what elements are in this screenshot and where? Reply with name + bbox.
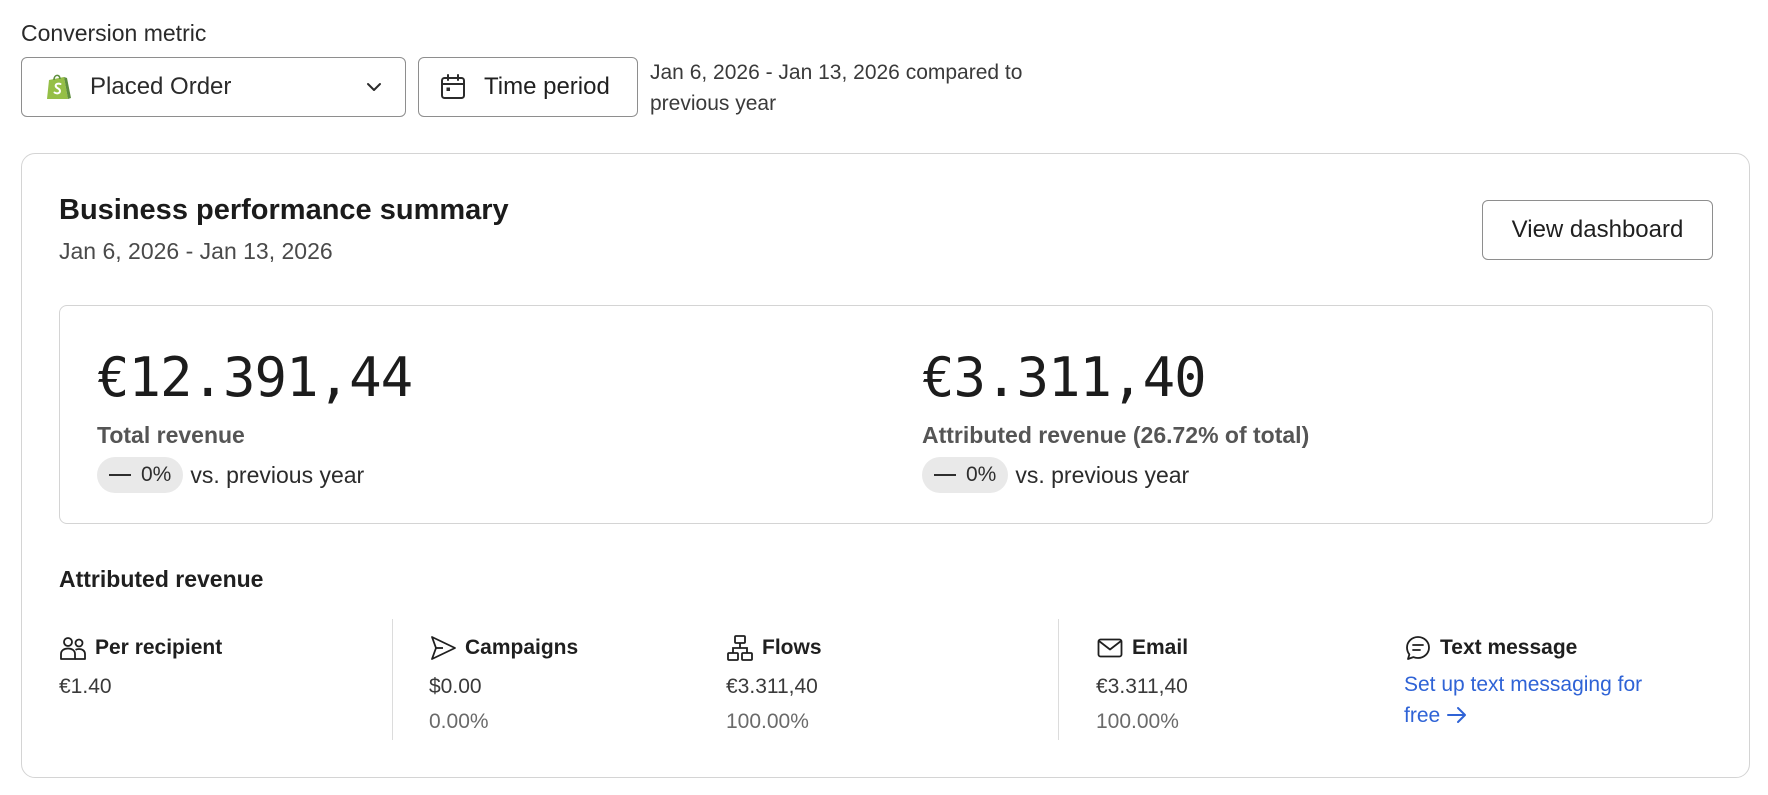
flows-percent: 100.00% bbox=[726, 710, 809, 733]
card-date-range: Jan 6, 2026 - Jan 13, 2026 bbox=[59, 238, 333, 264]
business-performance-card: Business performance summary Jan 6, 2026… bbox=[21, 153, 1750, 778]
people-icon bbox=[60, 637, 86, 660]
comparison-text: vs. previous year bbox=[190, 461, 365, 488]
email-percent: 100.00% bbox=[1096, 710, 1179, 733]
per-recipient-column: Per recipient €1.40 bbox=[59, 632, 222, 699]
conversion-metric-select[interactable]: Placed Order bbox=[21, 57, 406, 117]
total-revenue-amount: €12.391,44 bbox=[97, 346, 413, 409]
chat-icon bbox=[1406, 636, 1430, 660]
flows-label: Flows bbox=[762, 636, 822, 659]
metric-value: Placed Order bbox=[90, 73, 232, 100]
email-label: Email bbox=[1132, 636, 1189, 659]
neutral-dash-icon bbox=[934, 473, 956, 477]
total-revenue-label: Total revenue bbox=[97, 422, 245, 448]
text-message-label: Text message bbox=[1440, 636, 1578, 659]
attributed-revenue-amount: €3.311,40 bbox=[922, 346, 1207, 409]
card-title: Business performance summary bbox=[59, 194, 509, 226]
revenue-stats-box: €12.391,44 Total revenue 0% vs. previous… bbox=[59, 305, 1713, 524]
total-revenue-stat: €12.391,44 Total revenue 0% vs. previous… bbox=[97, 346, 413, 493]
send-icon bbox=[431, 636, 456, 660]
time-period-label: Time period bbox=[484, 73, 610, 100]
mail-icon bbox=[1097, 638, 1123, 658]
change-value: 0% bbox=[141, 463, 172, 486]
column-divider bbox=[392, 619, 393, 740]
campaigns-label: Campaigns bbox=[465, 636, 579, 659]
comparison-text: vs. previous year bbox=[1015, 461, 1190, 488]
conversion-metric-label: Conversion metric bbox=[21, 20, 207, 46]
attributed-revenue-heading: Attributed revenue bbox=[59, 566, 264, 592]
flow-icon bbox=[727, 635, 753, 661]
shopify-icon bbox=[47, 74, 71, 99]
email-value: €3.311,40 bbox=[1096, 675, 1188, 698]
attributed-revenue-stat: €3.311,40 Attributed revenue (26.72% of … bbox=[922, 346, 1309, 493]
flows-value: €3.311,40 bbox=[726, 675, 818, 698]
flows-column: Flows €3.311,40 100.00% bbox=[726, 632, 822, 734]
setup-link-text: Set up text messaging for free bbox=[1404, 673, 1643, 727]
column-divider bbox=[1058, 619, 1059, 740]
attributed-revenue-comparison: 0% vs. previous year bbox=[922, 457, 1309, 493]
chevron-down-icon bbox=[367, 83, 381, 91]
arrow-right-icon bbox=[1447, 707, 1467, 723]
date-range-comparison: Jan 6, 2026 - Jan 13, 2026 compared to p… bbox=[650, 61, 1023, 115]
attributed-revenue-label: Attributed revenue (26.72% of total) bbox=[922, 422, 1310, 448]
per-recipient-value: €1.40 bbox=[59, 675, 112, 698]
campaigns-value: $0.00 bbox=[429, 675, 482, 698]
change-value: 0% bbox=[966, 463, 997, 486]
per-recipient-label: Per recipient bbox=[95, 636, 223, 659]
time-period-button[interactable]: Time period bbox=[418, 57, 638, 117]
change-badge: 0% bbox=[922, 457, 1009, 493]
calendar-icon bbox=[441, 74, 465, 99]
email-column: Email €3.311,40 100.00% bbox=[1096, 632, 1188, 734]
change-badge: 0% bbox=[97, 457, 184, 493]
view-dashboard-button[interactable]: View dashboard bbox=[1482, 200, 1713, 260]
total-revenue-comparison: 0% vs. previous year bbox=[97, 457, 412, 493]
neutral-dash-icon bbox=[109, 473, 131, 477]
text-message-column: Text message Set up text messaging for f… bbox=[1404, 632, 1644, 731]
setup-text-messaging-link[interactable]: Set up text messaging for free bbox=[1404, 669, 1644, 731]
campaigns-percent: 0.00% bbox=[429, 710, 489, 733]
campaigns-column: Campaigns $0.00 0.00% bbox=[429, 632, 578, 734]
